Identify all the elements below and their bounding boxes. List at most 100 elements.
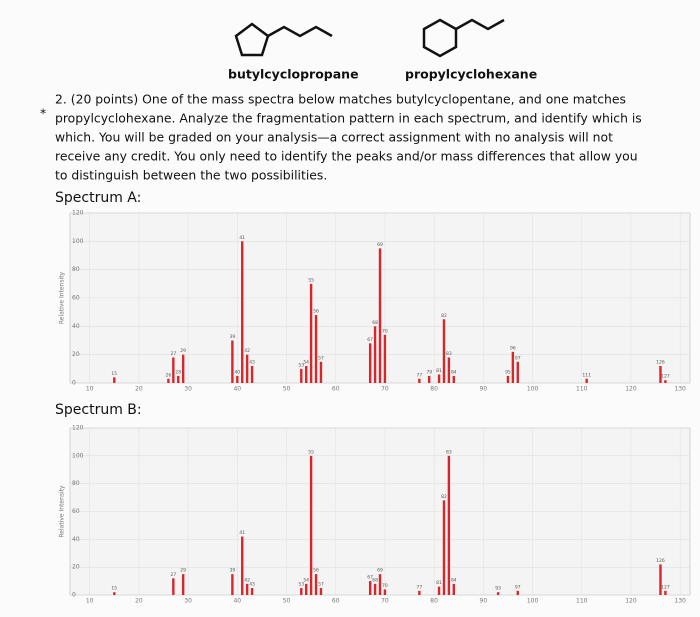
peak [373,326,377,383]
y-tick-label: 20 [72,351,80,358]
x-tick-label: 120 [625,598,637,605]
peak-label: 111 [582,372,591,378]
peak [300,368,303,383]
peak [516,361,519,383]
peak [659,366,662,383]
peak [314,574,318,595]
peak-label: 68 [372,320,378,326]
peak [452,583,456,595]
x-tick-label: 130 [674,386,686,393]
peak [167,378,170,383]
peak-label: 57 [318,355,324,361]
peak-label: 54 [303,577,309,583]
y-axis-label: Relative Intensity [59,271,66,324]
x-tick-label: 50 [283,598,291,605]
peak [304,366,308,383]
peak-label: 83 [446,351,452,357]
peak [319,588,323,595]
y-axis-label: Relative Intensity [59,485,66,538]
peak [241,241,244,383]
propyl-chain [455,18,505,31]
peak [442,319,446,383]
peak [506,375,510,383]
peak [664,380,667,383]
peak-label: 15 [111,586,117,592]
peak-label: 93 [495,586,501,592]
structures [234,18,505,58]
x-tick-label: 70 [381,386,389,393]
peak-label: 81 [436,580,442,586]
peak-label: 126 [656,360,665,366]
x-tick-label: 80 [430,598,438,605]
peak-label: 41 [239,530,245,536]
peak [659,564,662,595]
peak [250,588,254,595]
y-tick-label: 80 [72,480,80,487]
x-tick-label: 20 [135,598,143,605]
peak-label: 42 [244,577,250,583]
y-tick-label: 120 [72,210,84,217]
x-tick-label: 10 [86,598,94,605]
peak-label: 79 [426,369,432,375]
y-tick-label: 100 [72,452,84,459]
spectrum-title: Spectrum B: [55,402,142,418]
x-tick-label: 30 [184,386,192,393]
molecule-label: butylcyclopropane [228,67,359,82]
peak-label: 97 [515,355,521,361]
peak [516,590,519,595]
peak-label: 67 [367,337,373,343]
question-line: receive any credit. You only need to ide… [55,149,638,164]
x-tick-label: 100 [527,598,539,605]
peak-label: 69 [377,242,383,248]
peak [113,592,116,595]
peak [418,590,421,595]
peak [231,574,234,595]
peak [172,357,175,383]
peak [452,375,456,383]
spectrum-title: Spectrum A: [55,190,141,206]
x-tick-label: 70 [381,598,389,605]
peak [437,586,441,595]
peak [241,536,244,595]
peak-label: 43 [249,360,255,366]
peak-label: 53 [298,362,304,368]
x-tick-label: 50 [283,386,291,393]
peak-label: 39 [230,568,236,574]
y-tick-label: 60 [72,508,80,515]
peak [113,377,116,383]
peak [177,375,180,383]
peak-label: 27 [170,572,176,578]
question-line: 2. (20 points) One of the mass spectra b… [55,92,626,107]
y-tick-label: 100 [72,238,84,245]
peak [314,315,318,383]
peak [511,351,515,383]
peak [496,592,500,595]
peak [181,354,185,383]
peak [447,357,451,383]
peak-label: 53 [298,582,304,588]
x-tick-label: 60 [332,598,340,605]
y-tick-label: 120 [72,425,84,432]
x-tick-label: 60 [332,386,340,393]
peak-label: 84 [451,369,457,375]
peak-label: 42 [244,348,250,354]
x-tick-label: 20 [135,386,143,393]
peak [309,455,313,595]
molecule-label: propylcyclohexane [405,67,537,82]
peak [383,589,387,595]
butyl-chain [267,25,333,38]
peak [368,581,372,595]
x-tick-label: 40 [233,598,241,605]
peak-label: 39 [230,334,236,340]
peak-label: 27 [170,351,176,357]
peak-label: 70 [382,583,388,589]
x-tick-label: 110 [576,598,588,605]
peak [245,583,249,595]
x-tick-label: 130 [674,598,686,605]
y-tick-label: 0 [72,592,76,599]
peak-label: 56 [313,568,319,574]
peak [181,574,185,595]
peak-label: 41 [239,235,245,241]
peak-label: 55 [308,449,314,455]
cyclopentane-ring [234,22,270,57]
